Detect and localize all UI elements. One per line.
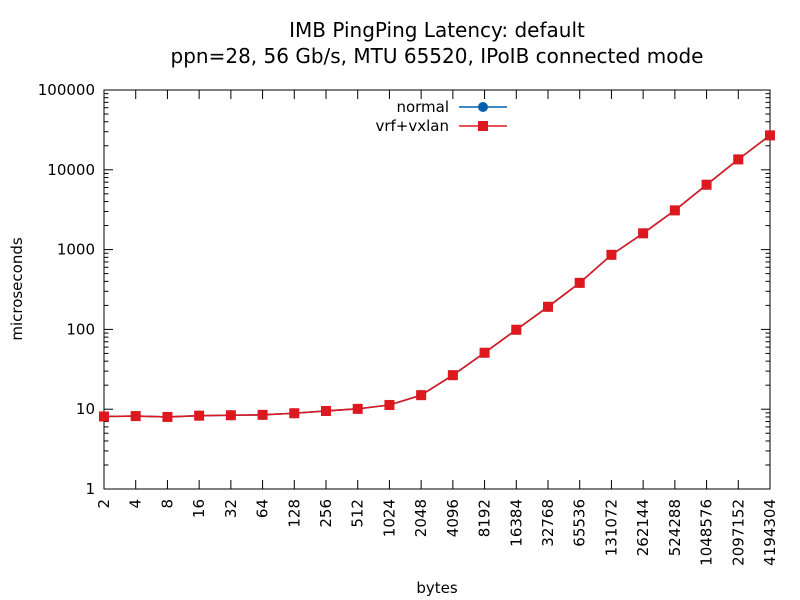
- x-tick-label: 512: [349, 499, 367, 528]
- y-tick-label: 10000: [47, 161, 95, 179]
- data-point: [733, 154, 744, 165]
- plot-area: [103, 89, 771, 490]
- x-tick-label: 4194304: [761, 499, 779, 566]
- y-tick-label: 1: [85, 480, 95, 498]
- legend-marker: [478, 121, 488, 131]
- x-tick-label: 16: [190, 499, 208, 518]
- data-point: [447, 370, 458, 381]
- x-tick-label: 2: [95, 499, 113, 509]
- data-point: [669, 205, 680, 216]
- x-tick-label: 16384: [507, 499, 525, 547]
- legend-marker: [478, 102, 488, 112]
- chart-subtitle: ppn=28, 56 Gb/s, MTU 65520, IPoIB connec…: [171, 44, 704, 68]
- x-tick-label: 32768: [539, 499, 557, 547]
- x-axis: 2 4 8 16 32 64 128 256 512 1024 2048 4096 8192 16384 3…: [95, 90, 779, 566]
- legend-label: vrf+vxlan: [375, 117, 449, 135]
- x-tick-label: 4: [127, 499, 145, 509]
- y-axis-label: microseconds: [8, 237, 26, 341]
- plot-border: [103, 89, 771, 490]
- x-tick-label: 262144: [634, 499, 652, 556]
- series-layer: [99, 130, 775, 422]
- data-point: [606, 249, 617, 260]
- data-point: [384, 399, 395, 410]
- x-tick-label: 4096: [444, 499, 462, 537]
- series-line: [103, 134, 771, 418]
- data-point: [257, 409, 268, 420]
- data-point: [638, 228, 649, 239]
- data-point: [511, 324, 522, 335]
- x-tick-label: 8: [158, 499, 176, 509]
- data-point: [479, 347, 490, 358]
- data-point: [225, 410, 236, 421]
- data-point: [289, 408, 300, 419]
- x-tick-label: 128: [285, 499, 303, 528]
- chart-title: IMB PingPing Latency: default: [289, 18, 585, 42]
- data-point: [321, 405, 331, 416]
- data-point: [574, 277, 585, 288]
- y-tick-label: 1000: [57, 241, 95, 259]
- legend-label: normal: [396, 98, 449, 116]
- x-tick-label: 131072: [602, 499, 620, 556]
- y-tick-label: 100: [66, 320, 95, 338]
- x-axis-label: bytes: [416, 579, 458, 597]
- x-tick-label: 1048576: [698, 499, 716, 566]
- x-tick-label: 64: [254, 499, 272, 518]
- data-point: [162, 411, 173, 422]
- data-point: [99, 411, 109, 422]
- x-tick-label: 1024: [380, 499, 398, 537]
- x-tick-label: 256: [317, 499, 335, 528]
- y-tick-label: 100000: [38, 81, 95, 99]
- data-point: [543, 301, 553, 312]
- data-point: [701, 179, 712, 190]
- series-normal: [99, 130, 775, 422]
- series-vrf-vxlan: [99, 130, 775, 422]
- x-tick-label: 32: [222, 499, 240, 518]
- series-line: [103, 134, 771, 418]
- data-point: [352, 403, 363, 414]
- x-tick-label: 2048: [412, 499, 430, 537]
- x-tick-label: 2097152: [729, 499, 747, 566]
- y-tick-label: 10: [76, 400, 95, 418]
- x-tick-label: 65536: [571, 499, 589, 547]
- data-point: [194, 410, 205, 421]
- x-tick-label: 524288: [666, 499, 684, 556]
- data-point: [416, 390, 427, 401]
- y-axis: 1 10 100 1000 10000 100000: [38, 81, 770, 498]
- data-point: [765, 130, 775, 141]
- data-point: [130, 411, 141, 422]
- x-tick-label: 8192: [476, 499, 494, 537]
